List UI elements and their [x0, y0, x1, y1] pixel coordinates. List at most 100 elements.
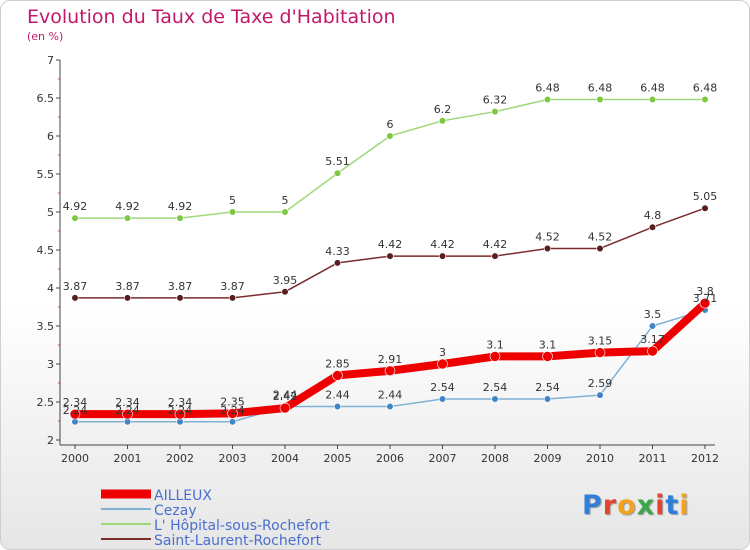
data-label: 4.42 [483, 238, 508, 251]
data-point [701, 204, 709, 212]
data-label: 6.2 [434, 103, 452, 116]
logo-letter: r [602, 490, 618, 521]
data-point [123, 214, 132, 222]
data-point [281, 208, 289, 216]
data-label: 3.8 [696, 285, 714, 298]
data-point [332, 370, 343, 381]
data-label: 2.91 [378, 353, 403, 366]
data-point [491, 108, 499, 116]
data-point [489, 351, 501, 362]
x-tick-label: 2005 [324, 452, 352, 465]
data-point [438, 252, 447, 260]
x-tick-label: 2006 [376, 452, 404, 465]
y-tick-label: 7 [47, 54, 54, 67]
data-label: 2.54 [483, 381, 508, 394]
data-label: 2.34 [168, 396, 193, 409]
data-point [648, 322, 657, 330]
data-point [384, 365, 396, 377]
data-label: 2.34 [115, 396, 140, 409]
data-label: 2.24 [115, 404, 140, 417]
data-label: 2.59 [588, 377, 613, 390]
data-label: 5 [229, 194, 236, 207]
data-point [386, 402, 394, 411]
data-point [596, 391, 604, 399]
data-label: 4.8 [644, 209, 662, 222]
chart-title: Evolution du Taux de Taxe d'Habitation [27, 6, 396, 28]
data-point [648, 95, 657, 104]
data-label: 3 [439, 346, 446, 359]
data-point [228, 294, 237, 302]
data-point [648, 223, 657, 231]
x-tick-label: 2003 [219, 452, 247, 465]
data-label: 2.54 [430, 381, 455, 394]
logo-letter: t [665, 490, 680, 521]
data-point [122, 408, 133, 420]
data-point [228, 418, 237, 426]
data-label: 3.87 [168, 280, 193, 293]
x-tick-label: 2007 [429, 452, 457, 465]
x-tick-label: 2001 [114, 452, 142, 465]
data-label: 2.44 [378, 389, 403, 402]
data-point [228, 208, 237, 216]
data-point [491, 395, 499, 403]
data-point [176, 294, 184, 302]
data-label: 6.48 [693, 82, 718, 95]
logo-letter: x [636, 490, 656, 521]
data-point [438, 117, 447, 125]
data-point [71, 294, 79, 302]
data-point [176, 214, 184, 222]
y-tick-label: 6 [47, 130, 54, 143]
data-label: 2.42 [273, 390, 298, 403]
legend-entry: Saint-Laurent-Rochefort [154, 533, 322, 549]
data-label: 4.33 [325, 245, 350, 258]
data-label: 4.92 [168, 200, 193, 213]
data-point [123, 294, 132, 302]
data-point [543, 244, 552, 253]
data-point [333, 169, 342, 177]
data-point [333, 402, 342, 411]
data-label: 3.95 [273, 274, 298, 287]
data-point [594, 347, 606, 358]
data-label: 6.48 [535, 82, 560, 95]
data-label: 2.24 [220, 404, 245, 417]
y-tick-label: 6.5 [37, 92, 55, 105]
data-label: 5.51 [325, 155, 350, 168]
y-axis-unit: (en %) [27, 30, 64, 43]
data-point [227, 408, 238, 419]
y-tick-label: 3 [47, 358, 54, 371]
data-label: 3.87 [220, 280, 245, 293]
data-label: 4.42 [430, 238, 455, 251]
x-tick-label: 2010 [586, 452, 614, 465]
data-label: 3.87 [63, 280, 88, 293]
y-tick-label: 4.5 [37, 244, 55, 257]
data-label: 4.52 [588, 230, 613, 243]
y-tick-label: 2 [47, 434, 54, 447]
data-point [279, 402, 291, 414]
data-point [386, 252, 394, 260]
x-tick-label: 2000 [61, 452, 89, 465]
x-tick-label: 2012 [691, 452, 719, 465]
data-point [647, 345, 658, 357]
logo-letter: P [582, 490, 603, 521]
y-tick-label: 5 [47, 206, 54, 219]
data-label: 2.85 [325, 357, 350, 370]
data-label: 3.1 [486, 338, 504, 351]
data-label: 4.92 [115, 200, 140, 213]
data-point [438, 395, 447, 403]
y-tick-label: 2.5 [37, 396, 55, 409]
data-point [701, 95, 709, 104]
data-point [491, 252, 499, 260]
data-label: 4.92 [63, 200, 88, 213]
logo-letter: i [655, 490, 666, 521]
data-label: 3.17 [640, 333, 665, 346]
data-point [596, 95, 604, 104]
data-point [543, 395, 552, 403]
data-point [543, 95, 552, 104]
data-label: 3.71 [693, 292, 718, 305]
data-label: 6.48 [640, 82, 665, 95]
data-point [71, 214, 79, 222]
x-tick-label: 2002 [166, 452, 194, 465]
data-point [386, 132, 394, 140]
data-point [542, 351, 553, 362]
